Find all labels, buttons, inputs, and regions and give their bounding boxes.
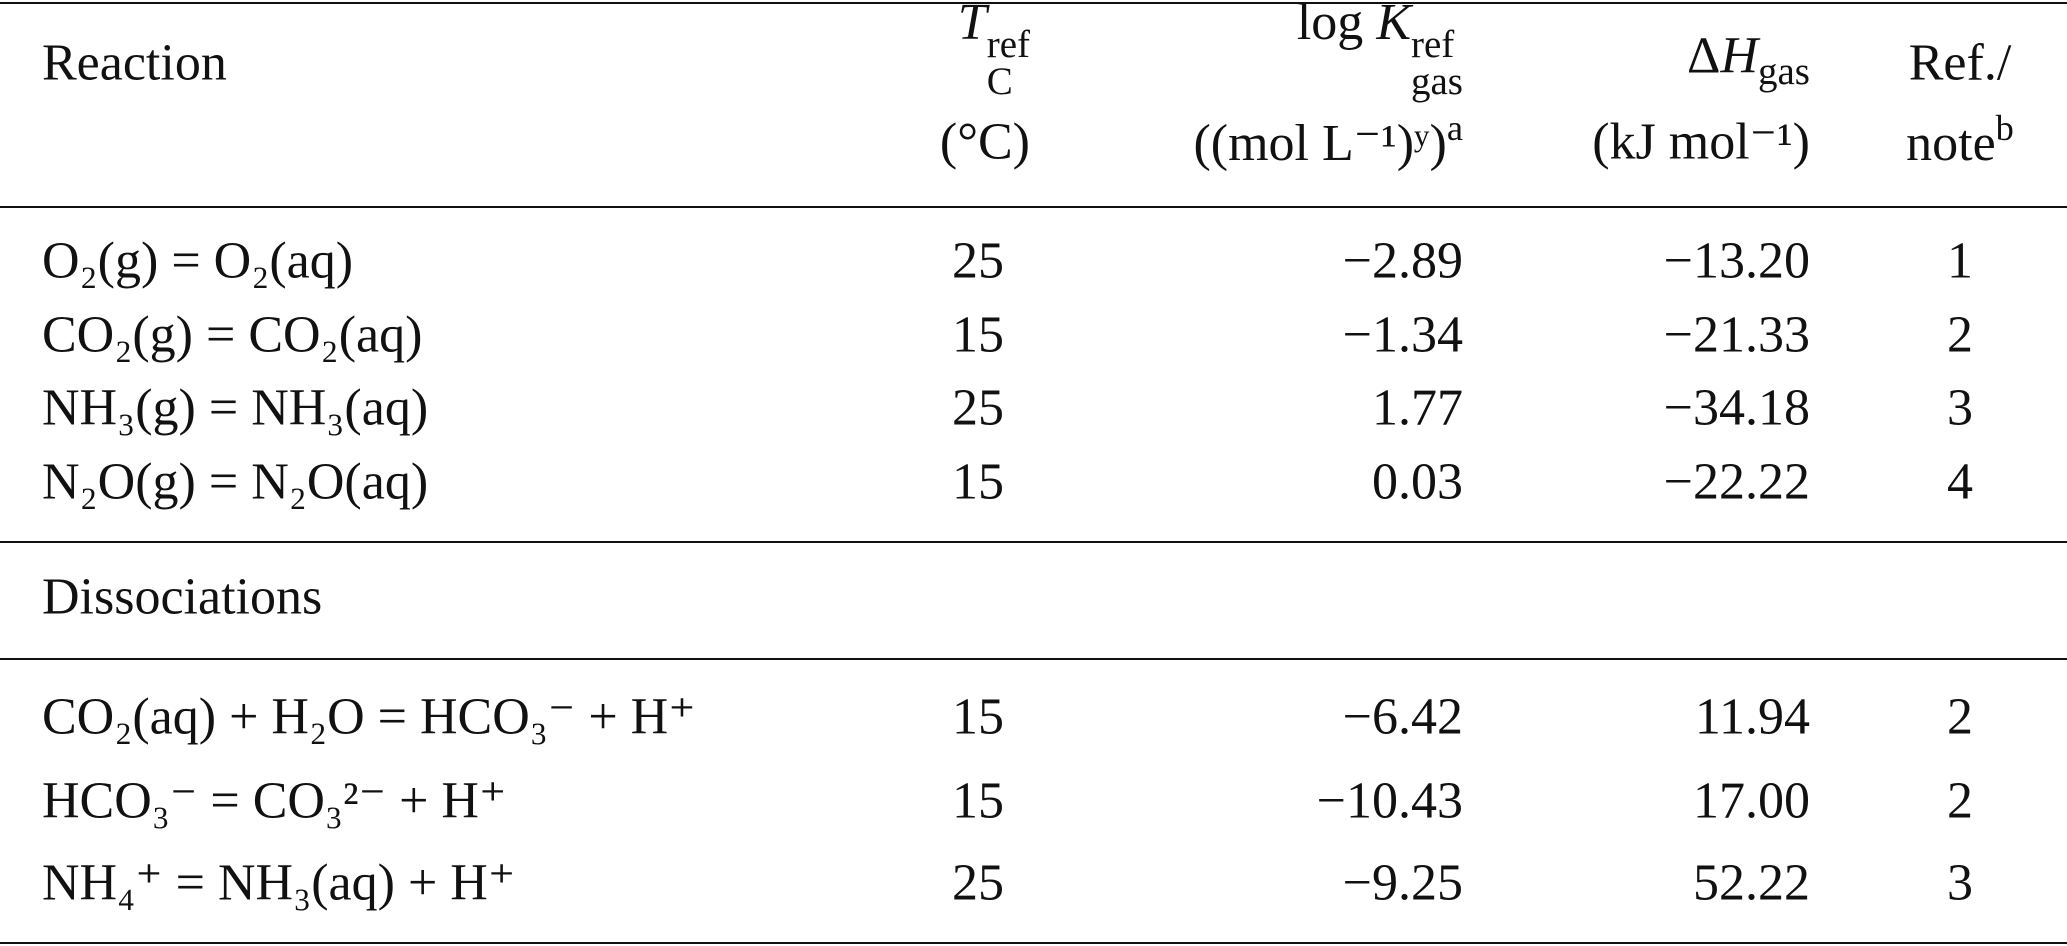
reaction-cell: HCO₃⁻ = CO₃²⁻ + H⁺ — [42, 772, 507, 830]
log-k-cell: −6.42 — [1342, 688, 1463, 746]
enthalpy-cell: −21.33 — [1663, 306, 1810, 364]
sub: C — [986, 59, 1013, 103]
header-enthalpy-unit: (kJ mol⁻¹) — [1592, 113, 1810, 171]
bottom-rule — [0, 942, 2067, 944]
header-temperature-unit: (°C) — [939, 113, 1030, 171]
header-ref: Ref./ — [1908, 34, 2012, 92]
symbol: H — [1720, 27, 1758, 85]
temperature-cell: 15 — [952, 453, 1004, 511]
reaction-cell: NH₄⁺ = NH₃(aq) + H⁺ — [42, 854, 516, 912]
reference-cell: 4 — [1947, 453, 1973, 511]
note: b — [1995, 107, 2014, 148]
temperature-cell: 15 — [952, 688, 1004, 746]
temperature-cell: 15 — [952, 772, 1004, 830]
header-enthalpy: ΔHgas — [1687, 30, 1810, 91]
enthalpy-cell: 17.00 — [1693, 772, 1810, 830]
header-ref-unit: noteb — [1906, 110, 2014, 170]
enthalpy-cell: 52.22 — [1693, 854, 1810, 912]
sup: ref — [1411, 22, 1455, 66]
unit: note — [1906, 115, 1996, 173]
enthalpy-cell: 11.94 — [1694, 688, 1810, 746]
log-k-cell: −10.43 — [1316, 772, 1463, 830]
log-k-cell: 1.77 — [1372, 379, 1463, 437]
reaction-cell: NH₃(g) = NH₃(aq) — [42, 379, 429, 437]
section-label: Dissociations — [42, 568, 323, 626]
scripts: ref C — [986, 22, 1030, 103]
note: a — [1446, 107, 1463, 148]
header-rule — [0, 206, 2067, 208]
reference-cell: 3 — [1947, 854, 1973, 912]
header-reaction: Reaction — [42, 34, 227, 92]
reference-cell: 2 — [1947, 772, 1973, 830]
temperature-cell: 15 — [952, 306, 1004, 364]
sub: gas — [1411, 59, 1463, 103]
log-k-cell: −9.25 — [1342, 854, 1463, 912]
symbol: K — [1376, 0, 1411, 51]
prefix: log — [1296, 0, 1377, 51]
enthalpy-cell: −22.22 — [1663, 453, 1810, 511]
reaction-cell: O₂(g) = O₂(aq) — [42, 232, 354, 290]
reference-cell: 3 — [1947, 379, 1973, 437]
log-k-cell: 0.03 — [1372, 453, 1463, 511]
log-k-cell: −2.89 — [1342, 232, 1463, 290]
section-rule — [0, 541, 2067, 543]
prefix: Δ — [1686, 27, 1721, 85]
reference-cell: 2 — [1947, 306, 1973, 364]
scripts: ref gas — [1411, 22, 1463, 103]
reaction-cell: CO₂(aq) + H₂O = HCO₃⁻ + H⁺ — [42, 688, 696, 746]
symbol: T — [957, 0, 987, 51]
log-k-cell: −1.34 — [1342, 306, 1463, 364]
enthalpy-cell: −34.18 — [1663, 379, 1810, 437]
temperature-cell: 25 — [952, 379, 1004, 437]
enthalpy-cell: −13.20 — [1663, 232, 1810, 290]
reference-cell: 1 — [1947, 232, 1973, 290]
sub: gas — [1758, 50, 1810, 94]
section-rule — [0, 658, 2067, 660]
reaction-cell: N₂O(g) = N₂O(aq) — [42, 453, 429, 511]
temperature-cell: 25 — [952, 854, 1004, 912]
unit: ((mol L⁻¹)ʸ) — [1193, 115, 1447, 173]
reference-cell: 2 — [1947, 688, 1973, 746]
header-logk-unit: ((mol L⁻¹)ʸ)a — [1193, 110, 1463, 170]
temperature-cell: 25 — [952, 232, 1004, 290]
sup: ref — [986, 22, 1030, 66]
top-rule — [0, 2, 2067, 4]
reaction-cell: CO₂(g) = CO₂(aq) — [42, 306, 423, 364]
